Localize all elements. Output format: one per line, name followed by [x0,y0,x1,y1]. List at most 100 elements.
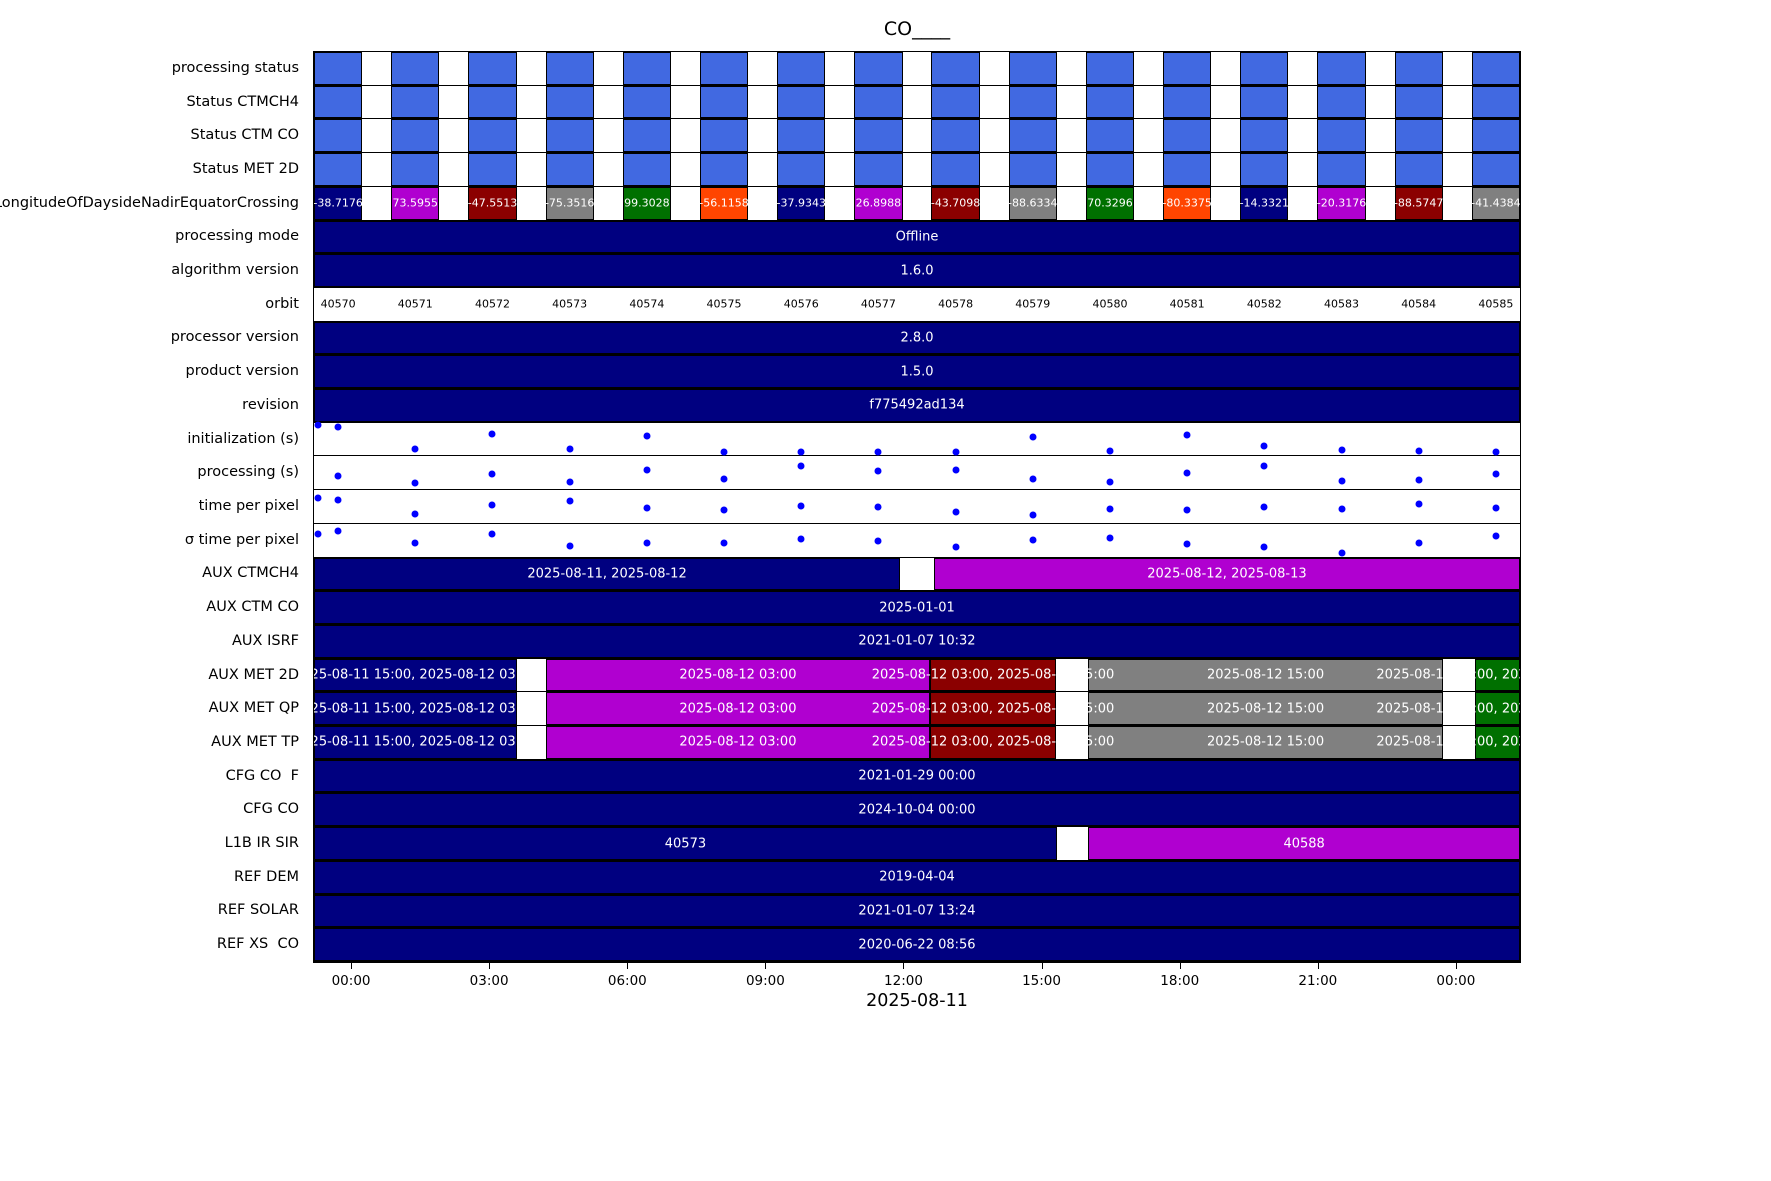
timeline-bar [1317,85,1366,119]
timeline-bar [1088,726,1443,759]
scatter-point [720,506,728,514]
timeline-bar [699,186,749,220]
orbit-number: 40572 [474,297,510,311]
bar-label: -14.3321 [1239,196,1290,210]
bar-label: 2024-10-04 00:00 [858,802,976,818]
row-label-aux-met-2d: AUX MET 2D [208,666,299,683]
timeline-bar [314,793,1520,827]
x-tick-label: 15:00 [1022,973,1061,989]
orbit-number: 40582 [1246,297,1282,311]
bar-label: 73.5955 [392,196,439,210]
row-label-time-per-pixel: σ time per pixel [184,531,299,548]
bar-label: 2.8.0 [900,330,934,346]
scatter-point [1415,447,1423,455]
timeline-bar [314,692,517,726]
scatter-point [334,472,342,480]
timeline-bar [1240,119,1289,153]
scatter-point [1106,478,1114,486]
timeline-bar [1394,153,1443,186]
timeline-bar [314,759,1520,793]
orbit-number: 40573 [552,297,588,311]
scatter-point [1415,500,1423,508]
row-label-processing-s: processing (s) [197,464,299,481]
timeline-bar [314,186,363,220]
row-orbit: 40570 40571 40572 40573 40574 40575 40576 40577… [314,288,1520,322]
x-tick-label: 00:00 [331,973,371,989]
timeline-bar [314,355,1520,389]
timeline-bar [1471,119,1520,153]
row-label-status-ctm-co: Status CTM CO [190,127,299,144]
row-algorithm-version: 1.6.0 [314,254,1520,288]
row-label-status-ctmch4: Status CTMCH4 [186,93,299,110]
bar-label: -20.3176 [1316,196,1367,210]
x-tick-mark [1455,963,1457,969]
timeline-bar [699,153,749,186]
x-tick-mark [903,963,905,969]
row-processor-version: 2.8.0 [314,321,1520,356]
scatter-point [1183,431,1191,439]
bar-label: 2025-08-12 03:00 [679,667,797,683]
scatter-point [874,467,882,475]
bar-label: 2025-08-12 15:00 [1206,701,1325,717]
x-tick-label: 21:00 [1298,973,1338,989]
row-label-l1b-ir-sir: L1B IR SIR [224,835,299,852]
bar-label: -75.3516 [544,196,595,210]
timeline-bar [930,726,1056,759]
timeline-bar [1008,119,1057,153]
scatter-point [1029,511,1037,519]
scatter-point [797,462,805,470]
orbit-number: 40584 [1401,297,1437,311]
x-tick-mark [489,963,491,969]
timeline-bar [1317,153,1366,186]
bar-label: 2019-04-04 [879,869,955,885]
bar-label: 2025-08-12 03:00, 2025-08-12 15:00 [871,667,1115,683]
orbit-number: 40578 [938,297,974,311]
timeline-bar [545,726,931,759]
timeline-bar [468,153,517,186]
timeline-bar [699,119,749,153]
bar-label: 70.3296 [1087,196,1133,210]
row-label-aux-ctm-co: AUX CTM CO [206,599,299,616]
timeline-bar [1475,692,1520,726]
row-status-ctmch4 [314,85,1520,120]
timeline-bar [314,52,363,85]
row-label-cfg-co-f: CFG CO F [225,767,299,784]
row-label-aux-isrf: AUX ISRF [232,632,299,649]
timeline-bar [854,85,903,119]
orbit-number: 40581 [1169,297,1205,311]
timeline-bar [1085,52,1135,85]
timeline-bar [777,52,826,85]
bar-label: f775492ad134 [869,397,965,413]
scatter-point [411,445,419,453]
timeline-bar [1088,658,1443,692]
scatter-point [488,430,496,438]
scatter-point [1029,433,1037,441]
timeline-bar [545,186,594,220]
row-label-longitudeofdaysidenadirequatorcrossing: LongitudeOfDaysideNadirEquatorCrossing [0,194,299,211]
row-label-ref-dem: REF DEM [233,868,299,885]
bar-label: 2025-08-12 15:00, 2025-08-13 03:00 [1376,667,1520,683]
scatter-point [1338,446,1345,454]
timeline-bar [777,85,826,119]
timeline-bar [1394,119,1443,153]
bar-label: -37.9343 [776,196,826,210]
timeline-bar [777,186,826,220]
bar-label: 2025-08-12 03:00, 2025-08-12 15:00 [871,734,1115,750]
x-tick-mark [351,963,353,969]
row-label-processing-status: processing status [171,59,299,76]
timeline-bar [314,860,1520,894]
bar-label: 40588 [1283,836,1325,852]
row-aux-ctmch4: 2025-08-11, 2025-08-12 2025-08-12, 2025-0… [314,557,1520,592]
row-label-ref-xs-co: REF XS CO [216,936,299,953]
timeline-bar [314,85,363,119]
row-cfg-co: 2024-10-04 00:00 [314,793,1520,828]
bar-label: 2025-08-12 03:00, 2025-08-12 15:00 [871,701,1115,717]
orbit-number: 40580 [1092,297,1128,311]
row-time-per-pixel [314,524,1520,558]
x-tick-label: 00:00 [1436,973,1476,989]
timeline-bar [391,85,440,119]
timeline-bar [1317,119,1366,153]
timeline-bar [1475,726,1520,759]
timeline-bar [1085,119,1135,153]
timeline-bar [1085,186,1135,220]
